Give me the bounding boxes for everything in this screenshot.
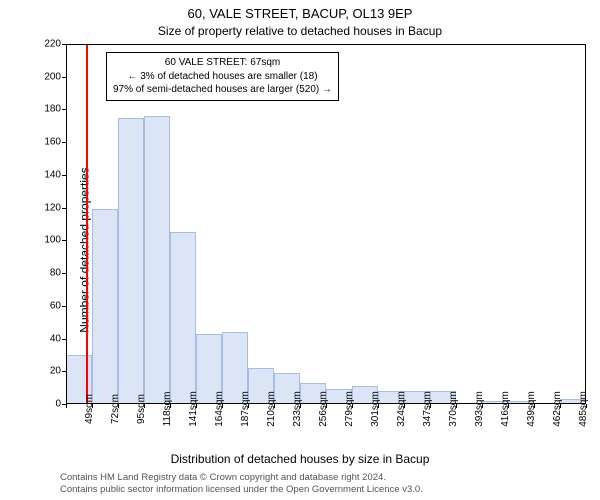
y-tick-label: 160	[44, 137, 61, 148]
y-tick-label: 40	[50, 333, 61, 344]
x-tick-mark	[378, 404, 379, 408]
x-tick-mark	[430, 404, 431, 408]
x-tick-mark	[222, 404, 223, 408]
y-tick-mark	[62, 208, 66, 209]
x-tick-label: 72sqm	[92, 394, 121, 424]
x-tick-label: 301sqm	[352, 391, 381, 427]
x-tick-mark	[352, 404, 353, 408]
footer-line-1: Contains HM Land Registry data © Crown c…	[60, 472, 423, 484]
chart-title-main: 60, VALE STREET, BACUP, OL13 9EP	[0, 6, 600, 21]
x-tick-mark	[482, 404, 483, 408]
x-tick-mark	[560, 404, 561, 408]
x-tick-mark	[196, 404, 197, 408]
chart-title-sub: Size of property relative to detached ho…	[0, 24, 600, 38]
x-tick-label: 164sqm	[196, 391, 225, 427]
y-tick-label: 80	[50, 268, 61, 279]
y-tick-label: 0	[55, 399, 61, 410]
y-tick-mark	[62, 109, 66, 110]
annotation-box: 60 VALE STREET: 67sqm ← 3% of detached h…	[106, 52, 339, 101]
chart-container: 60, VALE STREET, BACUP, OL13 9EP Size of…	[0, 0, 600, 500]
y-tick-label: 100	[44, 235, 61, 246]
footer-line-2: Contains public sector information licen…	[60, 484, 423, 496]
x-tick-label: 439sqm	[508, 391, 537, 427]
x-tick-mark	[508, 404, 509, 408]
x-tick-label: 508sqm	[586, 391, 600, 427]
y-tick-mark	[62, 371, 66, 372]
x-tick-label: 485sqm	[560, 391, 589, 427]
x-tick-label: 95sqm	[118, 394, 147, 424]
y-tick-label: 140	[44, 169, 61, 180]
x-tick-label: 256sqm	[300, 391, 329, 427]
y-tick-label: 60	[50, 300, 61, 311]
x-tick-label: 49sqm	[66, 394, 95, 424]
annotation-line-1: 60 VALE STREET: 67sqm	[113, 56, 332, 70]
x-tick-label: 393sqm	[456, 391, 485, 427]
y-tick-label: 220	[44, 39, 61, 50]
x-tick-mark	[66, 404, 67, 408]
x-tick-mark	[404, 404, 405, 408]
y-tick-label: 120	[44, 202, 61, 213]
x-tick-label: 347sqm	[404, 391, 433, 427]
x-tick-label: 279sqm	[326, 391, 355, 427]
x-tick-mark	[118, 404, 119, 408]
y-tick-mark	[62, 175, 66, 176]
x-tick-mark	[170, 404, 171, 408]
footer-attribution: Contains HM Land Registry data © Crown c…	[60, 472, 423, 496]
x-tick-label: 187sqm	[222, 391, 251, 427]
annotation-line-3: 97% of semi-detached houses are larger (…	[113, 83, 332, 97]
x-tick-mark	[144, 404, 145, 408]
y-tick-mark	[62, 306, 66, 307]
x-tick-label: 462sqm	[534, 391, 563, 427]
y-tick-mark	[62, 44, 66, 45]
x-tick-mark	[326, 404, 327, 408]
x-tick-label: 118sqm	[144, 392, 173, 427]
x-tick-label: 233sqm	[274, 391, 303, 427]
x-tick-label: 324sqm	[378, 391, 407, 427]
y-tick-label: 200	[44, 71, 61, 82]
y-tick-mark	[62, 240, 66, 241]
x-tick-label: 370sqm	[430, 391, 459, 427]
x-tick-mark	[534, 404, 535, 408]
x-tick-mark	[300, 404, 301, 408]
y-tick-label: 180	[44, 104, 61, 115]
x-tick-label: 141sqm	[170, 391, 199, 427]
y-tick-label: 20	[50, 366, 61, 377]
x-tick-mark	[456, 404, 457, 408]
plot-area: 020406080100120140160180200220 49sqm72sq…	[66, 44, 586, 404]
y-tick-mark	[62, 339, 66, 340]
annotation-line-2: ← 3% of detached houses are smaller (18)	[113, 70, 332, 84]
x-tick-label: 210sqm	[248, 391, 277, 427]
y-tick-mark	[62, 273, 66, 274]
x-tick-mark	[248, 404, 249, 408]
y-tick-mark	[62, 142, 66, 143]
y-tick-mark	[62, 77, 66, 78]
x-tick-mark	[586, 404, 587, 408]
x-tick-mark	[274, 404, 275, 408]
x-axis-label: Distribution of detached houses by size …	[0, 452, 600, 466]
x-tick-label: 416sqm	[482, 391, 511, 427]
x-tick-mark	[92, 404, 93, 408]
